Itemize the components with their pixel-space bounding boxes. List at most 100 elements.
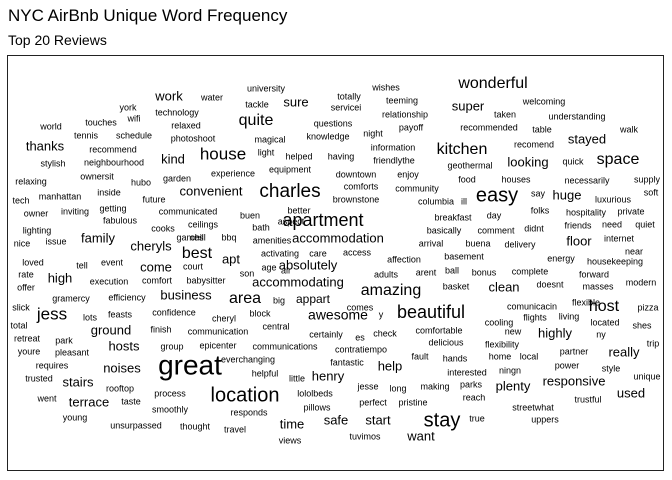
word-streetwhat: streetwhat (512, 402, 554, 412)
word-stairs: stairs (62, 374, 94, 389)
word-rate: rate (18, 269, 34, 279)
word-partner: partner (560, 346, 589, 356)
word-totally: totally (337, 91, 361, 101)
word-check: check (373, 328, 397, 338)
word-activating: activating (261, 248, 299, 258)
word-thought: thought (180, 421, 211, 431)
word-lighting: lighting (23, 225, 52, 235)
word-retreat: retreat (14, 333, 41, 343)
word-easy: easy (476, 184, 518, 206)
word-questions: questions (314, 118, 353, 128)
word-wonderful: wonderful (457, 75, 527, 92)
word-parks: parks (460, 379, 483, 389)
word-night: night (363, 128, 383, 138)
word-house: house (200, 144, 246, 163)
word-epicenter: epicenter (199, 340, 236, 350)
word-day: day (487, 210, 502, 220)
word-pristine: pristine (398, 397, 427, 407)
word-teeming: teeming (386, 95, 418, 105)
word-arent: arent (416, 267, 437, 277)
word-relaxed: relaxed (171, 120, 201, 130)
word-adults: adults (374, 269, 399, 279)
word-hands: hands (443, 353, 468, 363)
word-hubo: hubo (131, 177, 151, 187)
word-university: university (247, 83, 286, 93)
word-ningn: ningn (499, 365, 521, 375)
word-ground: ground (91, 322, 131, 337)
word-best: best (182, 245, 213, 262)
word-offer: offer (17, 282, 35, 292)
word-garden: garden (163, 173, 191, 183)
word-total: total (10, 320, 27, 330)
word-safe: safe (324, 412, 349, 427)
word-bonus: bonus (472, 267, 497, 277)
word-energy: energy (547, 253, 575, 263)
word-block: block (249, 308, 271, 318)
word-complete: complete (512, 266, 549, 276)
word-cheryls: cheryls (130, 238, 172, 253)
word-say: say (531, 188, 546, 198)
word-care: care (309, 248, 327, 258)
word-communicated: communicated (159, 206, 218, 216)
word-geothermal: geothermal (447, 160, 492, 170)
word-finish: finish (150, 324, 171, 334)
word-smoothly: smoothly (152, 404, 189, 414)
word-style: style (602, 363, 621, 373)
word-soft: soft (644, 187, 659, 197)
word-aspect: aspect (278, 216, 305, 226)
word-terrace: terrace (69, 394, 109, 409)
word-location: location (211, 384, 280, 406)
word-nice: nice (14, 238, 31, 248)
word-need: need (602, 219, 622, 229)
word-light: light (258, 147, 275, 157)
chart-subtitle: Top 20 Reviews (8, 32, 107, 48)
chart-title: NYC AirBnb Unique Word Frequency (8, 6, 288, 25)
word-walk: walk (619, 124, 639, 134)
word-wifi: wifi (127, 113, 141, 123)
word-unsurpassed: unsurpassed (110, 420, 162, 430)
word-world: world (39, 121, 62, 131)
word-tell: tell (76, 260, 88, 270)
word-stayed: stayed (568, 131, 606, 146)
word-want: want (406, 428, 435, 443)
word-trip: trip (647, 338, 660, 348)
word-went: went (36, 393, 57, 403)
word-air: air (281, 265, 291, 275)
word-doesnt: doesnt (536, 279, 564, 289)
word-event: event (101, 257, 124, 267)
word-huge: huge (553, 187, 582, 202)
word-basically: basically (427, 225, 462, 235)
word-forward: forward (579, 269, 609, 279)
word-neighbourhood: neighbourhood (84, 157, 144, 167)
word-highly: highly (538, 325, 572, 340)
word-issue: issue (45, 236, 66, 246)
word-time: time (280, 416, 305, 431)
word-ny: ny (596, 329, 606, 339)
word-feasts: feasts (108, 309, 133, 319)
word-looking: looking (507, 154, 548, 169)
word-rooftop: rooftop (106, 383, 134, 393)
word-bbq: bbq (221, 232, 236, 242)
word-manhattan: manhattan (39, 191, 82, 201)
word-quiet: quiet (635, 219, 655, 229)
word-floor: floor (566, 233, 592, 248)
word-flights: flights (523, 312, 547, 322)
word-area: area (229, 290, 261, 307)
word-recommend: recommend (89, 144, 137, 154)
word-noises: noises (103, 360, 141, 375)
word-charles: charles (259, 181, 320, 202)
word-home: home (489, 351, 512, 361)
word-private: private (617, 206, 644, 216)
word-comforts: comforts (344, 181, 379, 191)
word-water: water (200, 92, 223, 102)
word-uppers: uppers (531, 414, 559, 424)
word-come: come (140, 259, 172, 274)
word-table: table (532, 124, 552, 134)
word-taste: taste (121, 396, 141, 406)
word-family: family (81, 230, 115, 245)
word-fantastic: fantastic (330, 357, 364, 367)
word-ill: ill (461, 196, 467, 206)
word-located: located (590, 317, 619, 327)
word-amazing: amazing (361, 282, 421, 299)
word-everchanging: everchanging (221, 354, 275, 364)
